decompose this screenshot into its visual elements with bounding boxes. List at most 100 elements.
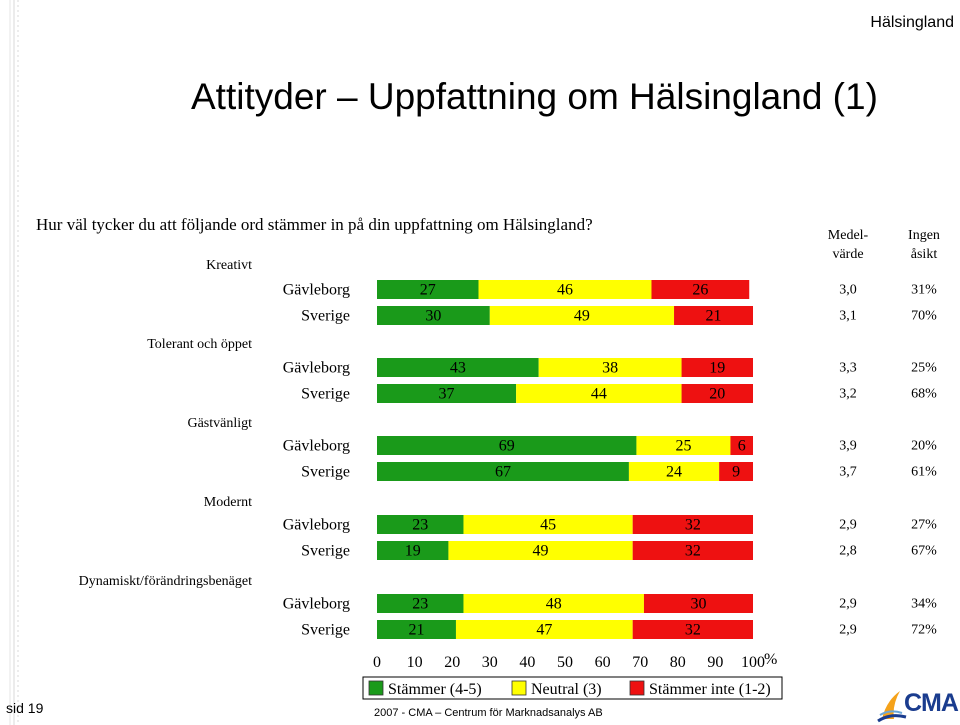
bar-value-label: 23 xyxy=(412,517,428,534)
bar-segment xyxy=(377,280,479,299)
group-label: Gästvänligt xyxy=(187,416,252,431)
row-label: Gävleborg xyxy=(283,596,350,613)
bar-segment xyxy=(538,358,682,377)
bar-value-label: 32 xyxy=(685,517,701,534)
page-number: sid 19 xyxy=(6,700,44,716)
bar-segment xyxy=(377,436,637,455)
bar-value-label: 69 xyxy=(499,438,515,455)
legend-label: Neutral (3) xyxy=(531,681,602,698)
bar-value-label: 21 xyxy=(408,622,424,639)
row-label: Sverige xyxy=(301,308,350,325)
legend-swatch xyxy=(511,680,527,696)
legend-swatch xyxy=(368,680,384,696)
bar-value-label: 43 xyxy=(450,360,466,377)
no-opinion-column-header: Ingen åsikt xyxy=(889,226,959,264)
bar-value-label: 26 xyxy=(692,282,708,299)
bar-value-label: 46 xyxy=(557,282,573,299)
no-opinion-header-line1: Ingen xyxy=(908,228,940,243)
no-opinion-value: 70% xyxy=(911,309,937,324)
legend-label: Stämmer inte (1-2) xyxy=(649,681,771,698)
bar-value-label: 19 xyxy=(709,360,725,377)
mean-value: 3,0 xyxy=(839,283,857,298)
no-opinion-value: 27% xyxy=(911,518,937,533)
page-title: Attityder – Uppfattning om Hälsingland (… xyxy=(191,76,878,117)
bar-value-label: 6 xyxy=(738,438,746,455)
bar-segment xyxy=(643,594,753,613)
bar-value-label: 49 xyxy=(574,308,590,325)
no-opinion-value: 67% xyxy=(911,544,937,559)
bar-segment xyxy=(377,384,517,403)
bar-value-label: 9 xyxy=(732,464,740,481)
row-label: Gävleborg xyxy=(283,360,350,377)
bar-value-label: 23 xyxy=(412,596,428,613)
x-tick-label: 30 xyxy=(482,654,498,671)
mean-column-header: Medel- värde xyxy=(813,226,883,264)
x-axis-unit: % xyxy=(764,651,777,668)
bar-value-label: 25 xyxy=(675,438,691,455)
x-tick-label: 70 xyxy=(632,654,648,671)
mean-value: 2,9 xyxy=(839,518,857,533)
row-label: Sverige xyxy=(301,622,350,639)
bar-value-label: 32 xyxy=(685,543,701,560)
row-label: Gävleborg xyxy=(283,282,350,299)
legend-label: Stämmer (4-5) xyxy=(388,681,482,698)
bar-segment xyxy=(516,384,682,403)
row-label: Gävleborg xyxy=(283,438,350,455)
bar-value-label: 21 xyxy=(706,308,722,325)
bar-segment xyxy=(478,280,652,299)
bar-segment xyxy=(377,620,456,639)
row-label: Gävleborg xyxy=(283,517,350,534)
cma-logo-text: CMA xyxy=(904,689,959,717)
bar-value-label: 44 xyxy=(591,386,607,403)
no-opinion-value: 31% xyxy=(911,283,937,298)
bar-segment xyxy=(463,594,644,613)
no-opinion-value: 61% xyxy=(911,465,937,480)
no-opinion-value: 25% xyxy=(911,361,937,376)
bar-segment xyxy=(632,541,753,560)
legend-box xyxy=(362,676,783,700)
bar-segment xyxy=(632,620,753,639)
bar-value-label: 27 xyxy=(420,282,436,299)
bar-value-label: 49 xyxy=(533,543,549,560)
mean-value: 3,2 xyxy=(839,387,857,402)
mean-value: 2,8 xyxy=(839,544,857,559)
mean-value: 3,7 xyxy=(839,465,857,480)
bar-segment xyxy=(377,594,464,613)
no-opinion-value: 34% xyxy=(911,597,937,612)
bar-segment xyxy=(628,462,720,481)
row-label: Sverige xyxy=(301,464,350,481)
row-label: Sverige xyxy=(301,543,350,560)
x-tick-label: 100 xyxy=(741,654,765,671)
bar-value-label: 30 xyxy=(690,596,706,613)
bar-segment xyxy=(489,306,675,325)
bar-segment xyxy=(651,280,750,299)
x-tick-label: 80 xyxy=(670,654,686,671)
mean-header-line2: värde xyxy=(832,247,864,262)
bar-value-label: 38 xyxy=(602,360,618,377)
group-label: Kreativt xyxy=(206,258,252,273)
bar-segment xyxy=(681,384,753,403)
bar-segment xyxy=(730,436,753,455)
mean-value: 3,1 xyxy=(839,309,857,324)
no-opinion-value: 68% xyxy=(911,387,937,402)
bar-segment xyxy=(463,515,633,534)
bar-value-label: 32 xyxy=(685,622,701,639)
bar-segment xyxy=(455,620,633,639)
bar-value-label: 20 xyxy=(709,386,725,403)
bar-value-label: 67 xyxy=(495,464,511,481)
x-tick-label: 50 xyxy=(557,654,573,671)
bar-segment xyxy=(377,358,539,377)
bar-segment xyxy=(377,541,449,560)
bar-value-label: 48 xyxy=(546,596,562,613)
bar-segment xyxy=(719,462,753,481)
left-decorative-rule xyxy=(9,0,19,725)
x-tick-label: 90 xyxy=(707,654,723,671)
bar-value-label: 30 xyxy=(425,308,441,325)
x-tick-label: 20 xyxy=(444,654,460,671)
mean-value: 3,3 xyxy=(839,361,857,376)
mean-value: 3,9 xyxy=(839,439,857,454)
x-tick-label: 0 xyxy=(373,654,381,671)
survey-question: Hur väl tycker du att följande ord stämm… xyxy=(36,215,593,234)
x-tick-label: 60 xyxy=(595,654,611,671)
cma-logo-icon xyxy=(877,691,907,723)
